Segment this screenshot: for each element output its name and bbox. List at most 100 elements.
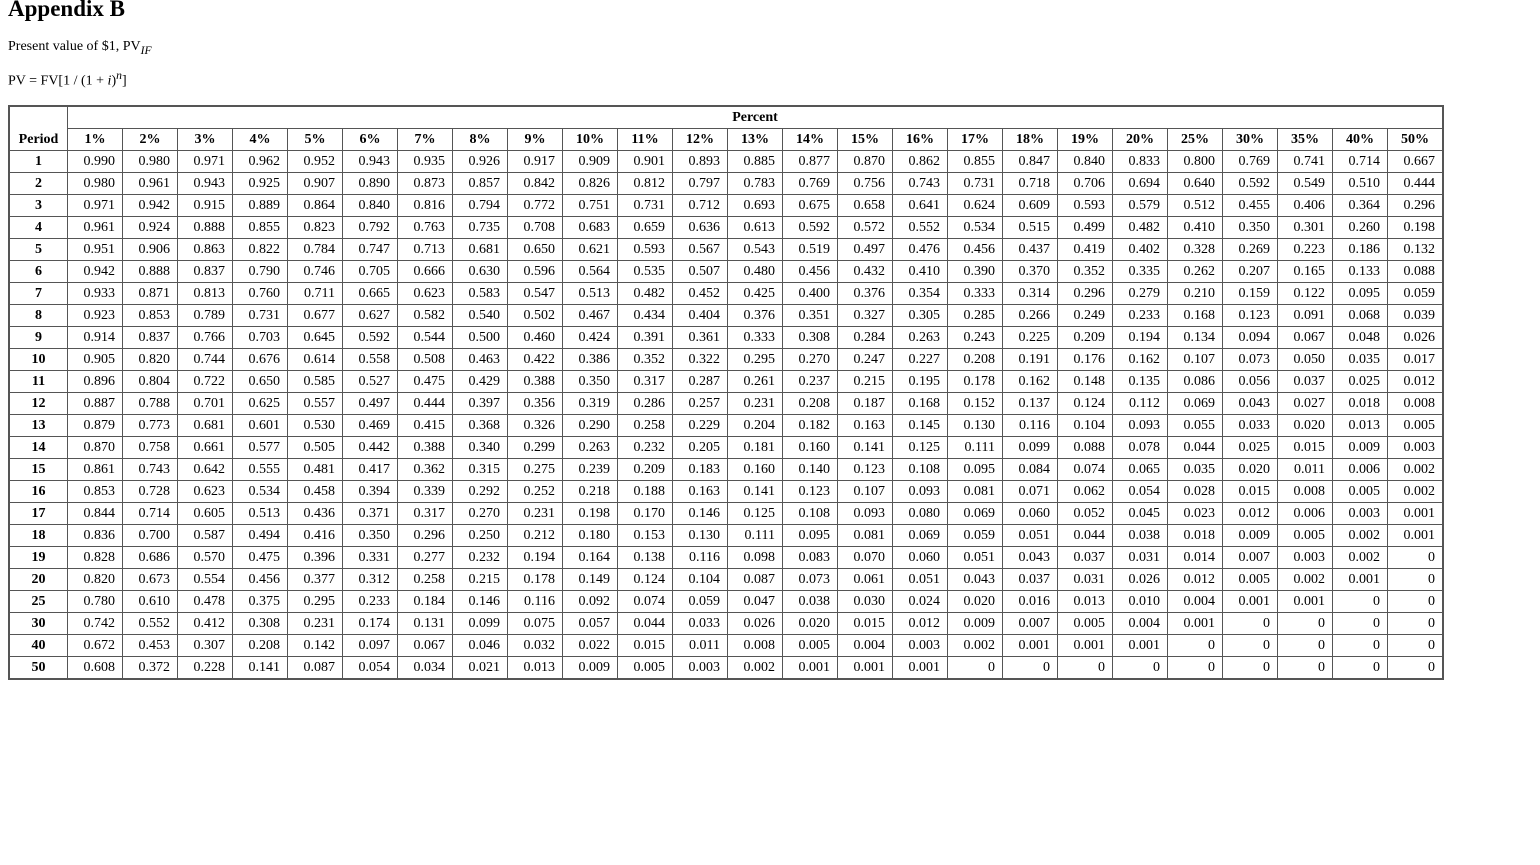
value-cell: 0.092 xyxy=(562,590,618,613)
value-cell: 0.018 xyxy=(1167,524,1223,547)
period-header: Period xyxy=(8,105,68,151)
value-cell: 0.223 xyxy=(1277,238,1333,261)
value-cell: 0 xyxy=(1167,656,1223,680)
value-cell: 0.081 xyxy=(947,480,1003,503)
value-cell: 0.552 xyxy=(892,216,948,239)
value-cell: 0.013 xyxy=(1057,590,1113,613)
column-header: 10% xyxy=(562,128,618,151)
value-cell: 0.322 xyxy=(672,348,728,371)
column-header: 1% xyxy=(67,128,123,151)
value-cell: 0.033 xyxy=(1222,414,1278,437)
value-cell: 0.112 xyxy=(1112,392,1168,415)
value-cell: 0.510 xyxy=(1332,172,1388,195)
value-cell: 0.308 xyxy=(232,612,288,635)
value-cell: 0.037 xyxy=(1277,370,1333,393)
table-row: 30 0.742 0.552 0.412 0.308 0.231 0.174 0.131 0.0… xyxy=(8,612,1444,635)
value-cell: 0.225 xyxy=(1002,326,1058,349)
value-cell: 0.137 xyxy=(1002,392,1058,415)
value-cell: 0.005 xyxy=(1057,612,1113,635)
value-cell: 0.007 xyxy=(1222,546,1278,569)
value-cell: 0.187 xyxy=(837,392,893,415)
table-row: 3 0.971 0.942 0.915 0.889 0.864 0.840 0.816 0.79… xyxy=(8,194,1444,217)
page-title: Appendix B xyxy=(8,0,125,21)
value-cell: 0.794 xyxy=(452,194,508,217)
value-cell: 0.436 xyxy=(287,502,343,525)
value-cell: 0.746 xyxy=(287,260,343,283)
value-cell: 0.481 xyxy=(287,458,343,481)
value-cell: 0.914 xyxy=(67,326,123,349)
value-cell: 0.362 xyxy=(397,458,453,481)
value-cell: 0.962 xyxy=(232,150,288,173)
value-cell: 0.005 xyxy=(617,656,673,680)
period-cell: 17 xyxy=(8,502,68,525)
value-cell: 0.123 xyxy=(782,480,838,503)
value-cell: 0.823 xyxy=(287,216,343,239)
value-cell: 0.593 xyxy=(617,238,673,261)
value-cell: 0.971 xyxy=(177,150,233,173)
value-cell: 0.135 xyxy=(1112,370,1168,393)
value-cell: 0.133 xyxy=(1332,260,1388,283)
value-cell: 0.906 xyxy=(122,238,178,261)
value-cell: 0.125 xyxy=(727,502,783,525)
value-cell: 0.766 xyxy=(177,326,233,349)
value-cell: 0.134 xyxy=(1167,326,1223,349)
value-cell: 0.547 xyxy=(507,282,563,305)
value-cell: 0.093 xyxy=(892,480,948,503)
value-cell: 0.909 xyxy=(562,150,618,173)
value-cell: 0.406 xyxy=(1277,194,1333,217)
value-cell: 0.837 xyxy=(177,260,233,283)
value-cell: 0.314 xyxy=(1002,282,1058,305)
table-body: 1 0.990 0.980 0.971 0.962 0.952 0.943 0.935 0.92… xyxy=(8,150,1444,680)
value-cell: 0.788 xyxy=(122,392,178,415)
value-cell: 0.305 xyxy=(892,304,948,327)
value-cell: 0.840 xyxy=(1057,150,1113,173)
value-cell: 0.512 xyxy=(1167,194,1223,217)
value-cell: 0.842 xyxy=(507,172,563,195)
value-cell: 0.666 xyxy=(397,260,453,283)
value-cell: 0.012 xyxy=(1167,568,1223,591)
value-cell: 0.065 xyxy=(1112,458,1168,481)
value-cell: 0.372 xyxy=(122,656,178,680)
value-cell: 0.308 xyxy=(782,326,838,349)
value-cell: 0.497 xyxy=(837,238,893,261)
value-cell: 0.186 xyxy=(1332,238,1388,261)
value-cell: 0.279 xyxy=(1112,282,1168,305)
value-cell: 0.659 xyxy=(617,216,673,239)
period-cell: 10 xyxy=(8,348,68,371)
value-cell: 0.086 xyxy=(1167,370,1223,393)
value-cell: 0.534 xyxy=(232,480,288,503)
value-cell: 0.549 xyxy=(1277,172,1333,195)
table-row: 50 0.608 0.372 0.228 0.141 0.087 0.054 0.034 0.0… xyxy=(8,656,1444,680)
value-cell: 0.672 xyxy=(67,634,123,657)
value-cell: 0.833 xyxy=(1112,150,1168,173)
value-cell: 0.233 xyxy=(342,590,398,613)
value-cell: 0.683 xyxy=(562,216,618,239)
period-cell: 5 xyxy=(8,238,68,261)
value-cell: 0.840 xyxy=(342,194,398,217)
value-cell: 0 xyxy=(1222,634,1278,657)
value-cell: 0.402 xyxy=(1112,238,1168,261)
value-cell: 0.728 xyxy=(122,480,178,503)
value-cell: 0.295 xyxy=(287,590,343,613)
value-cell: 0.146 xyxy=(672,502,728,525)
value-cell: 0.624 xyxy=(947,194,1003,217)
value-cell: 0.681 xyxy=(177,414,233,437)
value-cell: 0.333 xyxy=(727,326,783,349)
value-cell: 0.667 xyxy=(1387,150,1444,173)
value-cell: 0.060 xyxy=(892,546,948,569)
value-cell: 0 xyxy=(1277,656,1333,680)
value-cell: 0.270 xyxy=(782,348,838,371)
value-cell: 0.820 xyxy=(122,348,178,371)
value-cell: 0.826 xyxy=(562,172,618,195)
value-cell: 0.371 xyxy=(342,502,398,525)
value-cell: 0.012 xyxy=(892,612,948,635)
value-cell: 0.149 xyxy=(562,568,618,591)
value-cell: 0.059 xyxy=(672,590,728,613)
table-row: 6 0.942 0.888 0.837 0.790 0.746 0.705 0.666 0.63… xyxy=(8,260,1444,283)
table-row: 9 0.914 0.837 0.766 0.703 0.645 0.592 0.544 0.50… xyxy=(8,326,1444,349)
value-cell: 0.247 xyxy=(837,348,893,371)
value-cell: 0.364 xyxy=(1332,194,1388,217)
value-cell: 0.164 xyxy=(562,546,618,569)
value-cell: 0.352 xyxy=(1057,260,1113,283)
value-cell: 0.153 xyxy=(617,524,673,547)
